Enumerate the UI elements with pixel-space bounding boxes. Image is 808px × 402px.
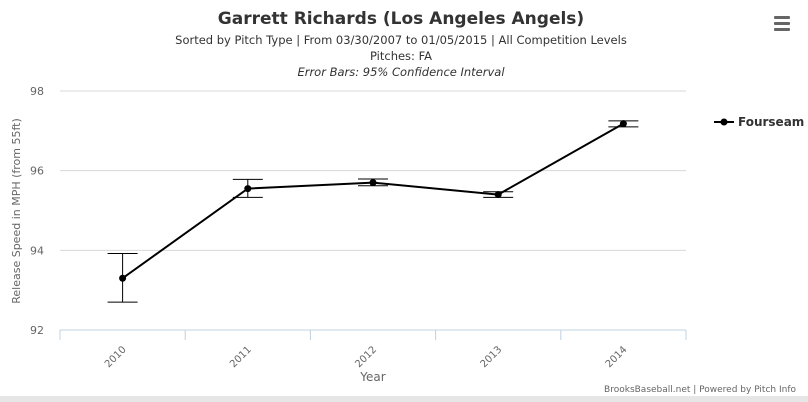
- data-point[interactable]: [119, 274, 127, 282]
- data-point[interactable]: [244, 185, 252, 193]
- hamburger-menu-icon[interactable]: [772, 14, 792, 32]
- legend-item-fourseam[interactable]: Fourseam: [738, 115, 804, 129]
- y-tick-label: 98: [30, 85, 44, 98]
- chart-subtitle-line-2: Pitches: FA: [370, 49, 432, 63]
- legend[interactable]: Fourseam: [714, 115, 804, 129]
- chart-subtitle-line-3: Error Bars: 95% Confidence Interval: [297, 65, 505, 79]
- x-tick-label: 2011: [228, 344, 254, 370]
- bottom-band: [0, 396, 808, 402]
- series-line: [122, 122, 624, 280]
- x-tick-label: 2012: [353, 344, 379, 370]
- series-fourseam[interactable]: [107, 120, 639, 303]
- y-tick-label: 92: [30, 324, 44, 337]
- y-tick-label: 96: [30, 165, 44, 178]
- data-point[interactable]: [369, 179, 377, 187]
- credits[interactable]: BrooksBaseball.net | Powered by Pitch In…: [604, 385, 796, 395]
- data-point[interactable]: [619, 120, 627, 128]
- x-tick-label: 2010: [103, 344, 129, 370]
- y-axis-label: Release Speed in MPH (from 55ft): [10, 118, 23, 304]
- data-point[interactable]: [494, 191, 502, 199]
- legend-marker: [720, 118, 728, 126]
- chart-title: Garrett Richards (Los Angeles Angels): [218, 9, 584, 29]
- y-tick-label: 94: [30, 244, 44, 257]
- x-axis: 2010 2011 2012 2013 2014: [59, 330, 687, 370]
- chart-subtitle-line-1: Sorted by Pitch Type | From 03/30/2007 t…: [175, 33, 627, 47]
- grid-lines: 92 94 96 98: [30, 85, 686, 337]
- x-axis-label: Year: [359, 370, 385, 384]
- x-tick-label: 2014: [604, 344, 630, 370]
- x-tick-label: 2013: [479, 344, 505, 370]
